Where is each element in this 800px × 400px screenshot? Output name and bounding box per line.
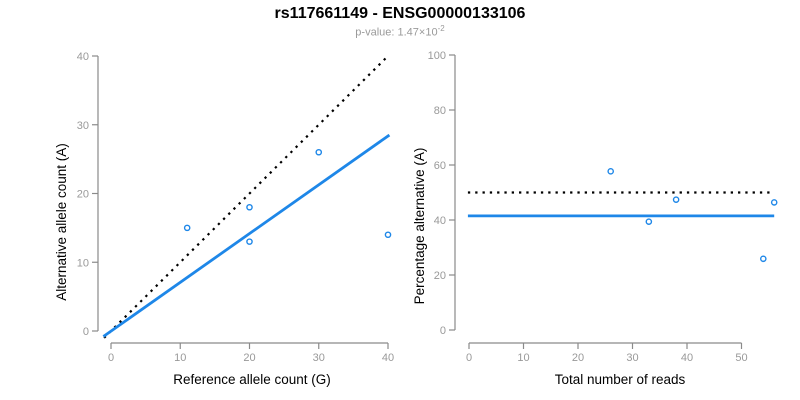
panel-allele-counts: 0 10 20 30 40 0 10 20 30 40 Reference allele count… [54, 51, 394, 387]
data-point [315, 148, 323, 156]
data-point [672, 196, 680, 203]
data-point [607, 168, 615, 175]
data-point [246, 238, 253, 245]
x-tick-label: 30 [626, 352, 638, 364]
y-tick-label: 100 [428, 50, 446, 62]
x-tick-label: 30 [313, 352, 325, 364]
y-axis-title: Alternative allele count (A) [54, 143, 69, 301]
data-point [760, 255, 767, 263]
data-point [770, 199, 778, 206]
y-tick-label: 10 [77, 257, 89, 269]
regression-line [102, 133, 391, 338]
y-tick-label: 20 [434, 270, 446, 282]
x-tick-label: 40 [681, 352, 693, 364]
y-tick-label: 60 [434, 160, 446, 172]
x-tick-label: 50 [735, 352, 747, 364]
x-tick-label: 0 [466, 352, 472, 364]
x-tick-label: 10 [517, 352, 529, 364]
y-tick-label: 0 [440, 325, 446, 337]
identity-line [103, 55, 389, 339]
y-tick-label: 80 [434, 105, 446, 117]
p-value-subtitle: p-value: 1.47×10-2 [0, 24, 800, 39]
y-axis-title: Percentage alternative (A) [412, 148, 427, 305]
x-tick-label: 10 [174, 352, 186, 364]
data-point [645, 218, 653, 225]
data-point [246, 203, 253, 211]
y-tick-label: 20 [77, 189, 89, 201]
figure-title: rs117661149 - ENSG00000133106 [274, 5, 526, 22]
data-point [183, 224, 191, 232]
y-tick-label: 40 [434, 215, 446, 227]
x-tick-label: 20 [243, 352, 255, 364]
y-tick-label: 0 [83, 326, 89, 338]
data-point [384, 231, 392, 239]
y-tick-label: 40 [77, 51, 89, 63]
x-axis-title: Total number of reads [555, 372, 686, 387]
x-axis-title: Reference allele count (G) [173, 372, 331, 387]
x-tick-label: 0 [108, 352, 114, 364]
x-tick-label: 40 [382, 352, 394, 364]
p-value-text: p-value: 1.47×10 [355, 26, 438, 39]
y-tick-label: 30 [77, 120, 89, 132]
p-value-exponent: -2 [437, 24, 445, 33]
x-tick-label: 20 [572, 352, 584, 364]
panel-percentage-alternative: 0 20 40 60 80 100 0 10 20 30 40 50 Total number of r… [412, 50, 778, 387]
